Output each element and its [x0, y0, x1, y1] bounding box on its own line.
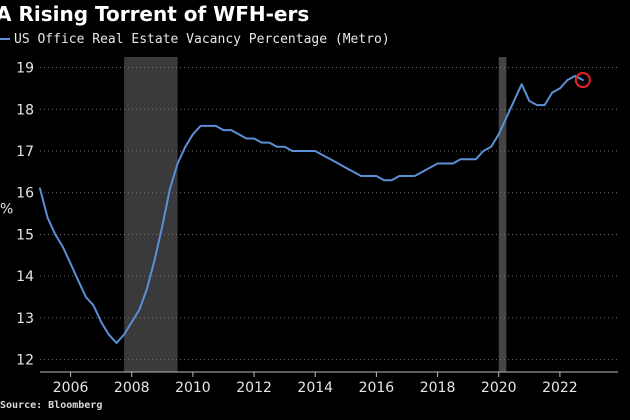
y-tick-label: 18	[16, 102, 34, 118]
y-tick-label: 12	[16, 353, 34, 369]
x-tick-label: 2016	[359, 380, 395, 396]
x-tick-label: 2014	[297, 380, 333, 396]
x-tick-label: 2018	[420, 380, 456, 396]
source-note: Source: Bloomberg	[0, 400, 103, 411]
legend-swatch	[0, 38, 10, 40]
y-tick-label: 15	[16, 227, 34, 243]
y-tick-label: 17	[16, 144, 34, 160]
legend: US Office Real Estate Vacancy Percentage…	[0, 30, 390, 48]
x-tick-label: 2022	[542, 380, 578, 396]
tick-labels: 12 13 14 15 16 17 18 19 2006 2008 2010 2012 2014 2016…	[0, 61, 578, 396]
highlight-marker	[574, 72, 591, 89]
axes	[40, 371, 618, 377]
series-line	[39, 74, 584, 344]
series-layer	[39, 72, 591, 344]
x-tick-label: 2006	[53, 380, 89, 396]
y-tick-label: 16	[16, 186, 34, 202]
x-tick-label: 2010	[175, 380, 211, 396]
recession-bands	[124, 57, 507, 372]
legend-label: US Office Real Estate Vacancy Percentage…	[14, 31, 390, 47]
y-axis-label: %	[0, 202, 13, 218]
x-tick-label: 2012	[236, 380, 272, 396]
recession-band	[498, 57, 507, 372]
y-tick-label: 13	[16, 311, 34, 327]
chart-title: A Rising Torrent of WFH-ers	[0, 2, 310, 26]
x-tick-label: 2008	[114, 380, 150, 396]
gridlines	[40, 67, 618, 361]
x-tick-label: 2020	[481, 380, 517, 396]
recession-band	[124, 57, 178, 372]
y-tick-label: 19	[16, 61, 34, 77]
y-tick-label: 14	[16, 269, 34, 285]
